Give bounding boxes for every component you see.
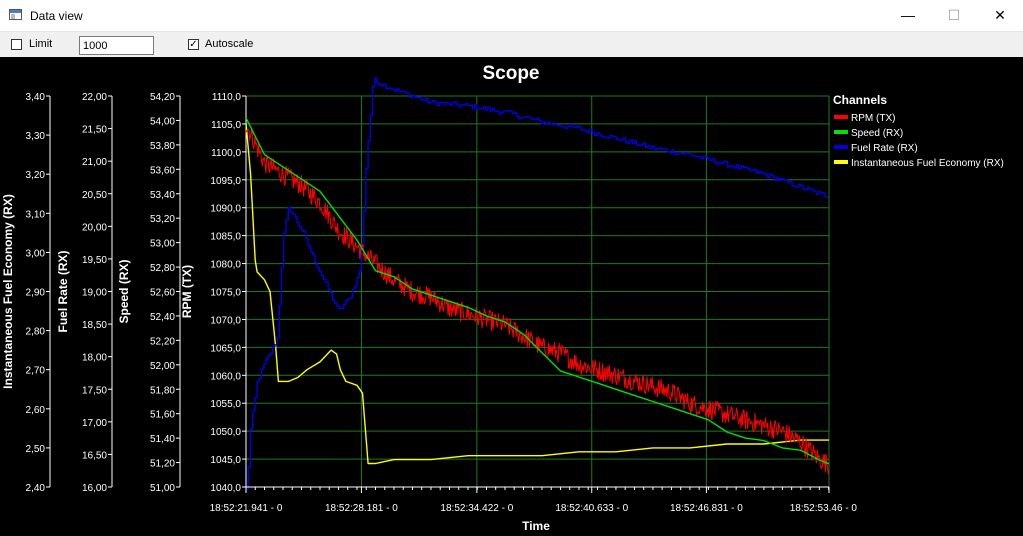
legend-swatch xyxy=(834,160,848,164)
y-tick-label-speed: 51,00 xyxy=(150,483,175,494)
legend-entry: Speed (RX) xyxy=(851,128,903,139)
y-tick-label-speed: 51,40 xyxy=(150,434,175,445)
y-tick-label-fuel_rate: 20,00 xyxy=(82,222,107,233)
x-tick-label: 18:52:40.633 - 0 xyxy=(555,503,628,514)
y-tick-label-rpm: 1060,0 xyxy=(210,371,241,382)
y-axis-label-rpm: RPM (TX) xyxy=(180,265,194,318)
y-tick-label-speed: 51,20 xyxy=(150,459,175,470)
y-axis-label-fuel_rate: Fuel Rate (RX) xyxy=(56,250,70,332)
y-tick-label-speed: 53,40 xyxy=(150,190,175,201)
y-tick-label-fuel_rate: 16,00 xyxy=(82,483,107,494)
toolbar: Limit ✓ Autoscale xyxy=(0,32,1023,57)
y-tick-label-speed: 54,20 xyxy=(150,92,175,103)
chart-series xyxy=(245,77,830,491)
legend-entry: RPM (TX) xyxy=(851,113,895,124)
y-tick-label-rpm: 1075,0 xyxy=(210,288,241,299)
y-tick-label-ife: 2,50 xyxy=(26,444,46,455)
y-tick-label-rpm: 1095,0 xyxy=(210,176,241,187)
y-tick-label-ife: 2,60 xyxy=(26,405,46,416)
y-tick-label-fuel_rate: 17,50 xyxy=(82,385,107,396)
app-window-icon xyxy=(9,9,22,20)
y-axis-label-ife: Instantaneous Fuel Economy (RX) xyxy=(1,194,15,389)
y-tick-label-rpm: 1090,0 xyxy=(210,204,241,215)
y-tick-label-speed: 51,80 xyxy=(150,385,175,396)
y-tick-label-rpm: 1055,0 xyxy=(210,399,241,410)
y-tick-label-fuel_rate: 18,00 xyxy=(82,353,107,364)
y-tick-label-ife: 3,30 xyxy=(26,131,46,142)
y-tick-label-speed: 54,00 xyxy=(150,116,175,127)
y-tick-label-rpm: 1040,0 xyxy=(210,483,241,494)
y-tick-label-fuel_rate: 21,50 xyxy=(82,125,107,136)
close-button[interactable]: ✕ xyxy=(994,7,1006,23)
x-tick-label: 18:52:28.181 - 0 xyxy=(325,503,398,514)
chart-axes: 1040,0 1045,0 1050,0 1055,0 1060,0 1065,0 1070… xyxy=(1,92,247,494)
y-tick-label-ife: 3,10 xyxy=(26,209,46,220)
legend-swatch xyxy=(834,115,848,119)
y-tick-label-ife: 2,80 xyxy=(26,327,46,338)
legend-entry: Instantaneous Fuel Economy (RX) xyxy=(851,158,1004,169)
y-tick-label-rpm: 1110,0 xyxy=(212,92,242,103)
legend-entry: Fuel Rate (RX) xyxy=(851,143,918,154)
scope-chart[interactable]: Scope 1040,0 1045,0 1050,0 1055,0 1060,0 1065… xyxy=(0,57,1023,536)
y-tick-label-rpm: 1050,0 xyxy=(210,427,241,438)
y-tick-label-speed: 51,60 xyxy=(150,410,175,421)
y-tick-label-rpm: 1105,0 xyxy=(211,120,241,131)
series-line-rpm xyxy=(245,127,829,475)
x-tick-label: 18:52:46.831 - 0 xyxy=(670,503,743,514)
series-line-speed xyxy=(245,117,830,465)
y-tick-label-ife: 2,90 xyxy=(26,288,46,299)
y-tick-label-rpm: 1065,0 xyxy=(210,343,241,354)
limit-checkbox[interactable] xyxy=(11,39,22,50)
y-tick-label-fuel_rate: 19,50 xyxy=(82,255,107,266)
legend-swatch xyxy=(834,145,848,149)
chart-grid xyxy=(245,95,830,488)
x-axis-label: Time xyxy=(522,519,550,533)
y-tick-label-fuel_rate: 19,00 xyxy=(82,288,107,299)
chart-title: Scope xyxy=(482,63,539,84)
y-tick-label-ife: 2,40 xyxy=(26,483,46,494)
y-tick-label-fuel_rate: 21,00 xyxy=(82,157,107,168)
window-title: Data view xyxy=(30,9,83,23)
limit-label: Limit xyxy=(29,38,53,50)
minimize-button[interactable]: — xyxy=(901,7,915,23)
y-tick-label-speed: 52,20 xyxy=(150,336,175,347)
y-tick-label-speed: 52,40 xyxy=(150,312,175,323)
series-line-fuel_rate xyxy=(246,77,829,491)
y-tick-label-ife: 3,00 xyxy=(26,248,46,259)
autoscale-label: Autoscale xyxy=(205,38,254,50)
y-tick-label-ife: 3,20 xyxy=(26,170,46,181)
y-tick-label-speed: 52,80 xyxy=(150,263,175,274)
y-tick-label-speed: 53,20 xyxy=(150,214,175,225)
x-tick-label: 18:52:34.422 - 0 xyxy=(440,503,513,514)
y-tick-label-speed: 52,60 xyxy=(150,288,175,299)
y-tick-label-rpm: 1100,0 xyxy=(211,148,241,159)
y-tick-label-fuel_rate: 16,50 xyxy=(82,450,107,461)
autoscale-checkbox[interactable]: ✓ xyxy=(188,39,199,50)
y-tick-label-rpm: 1045,0 xyxy=(210,455,241,466)
y-tick-label-fuel_rate: 20,50 xyxy=(82,190,107,201)
y-tick-label-ife: 3,40 xyxy=(26,92,46,103)
series-line-ife xyxy=(245,123,829,465)
y-tick-label-ife: 2,70 xyxy=(26,366,46,377)
chart-legend: Channels RPM (TX) Speed (RX) Fuel Rate (RX)… xyxy=(833,93,1004,169)
y-axis-label-speed: Speed (RX) xyxy=(117,259,131,323)
maximize-button[interactable]: ☐ xyxy=(947,7,961,23)
y-tick-label-speed: 53,60 xyxy=(150,165,175,176)
x-tick-label: 18:52:53.46 - 0 xyxy=(790,503,858,514)
y-tick-label-fuel_rate: 18,50 xyxy=(82,320,107,331)
y-tick-label-rpm: 1085,0 xyxy=(210,232,241,243)
legend-swatch xyxy=(834,130,848,134)
x-axis: 18:52:21.941 - 0 18:52:28.181 - 0 18:52:34… xyxy=(210,486,858,514)
y-tick-label-rpm: 1080,0 xyxy=(210,260,241,271)
y-tick-label-speed: 53,80 xyxy=(150,141,175,152)
x-tick-label: 18:52:21.941 - 0 xyxy=(210,503,283,514)
y-tick-label-speed: 53,00 xyxy=(150,239,175,250)
legend-title: Channels xyxy=(833,93,887,107)
y-tick-label-fuel_rate: 22,00 xyxy=(82,92,107,103)
title-bar: Data view — ☐ ✕ xyxy=(0,0,1023,32)
y-tick-label-rpm: 1070,0 xyxy=(210,315,241,326)
y-tick-label-fuel_rate: 17,00 xyxy=(82,418,107,429)
y-tick-label-speed: 52,00 xyxy=(150,361,175,372)
limit-input[interactable] xyxy=(79,36,154,55)
